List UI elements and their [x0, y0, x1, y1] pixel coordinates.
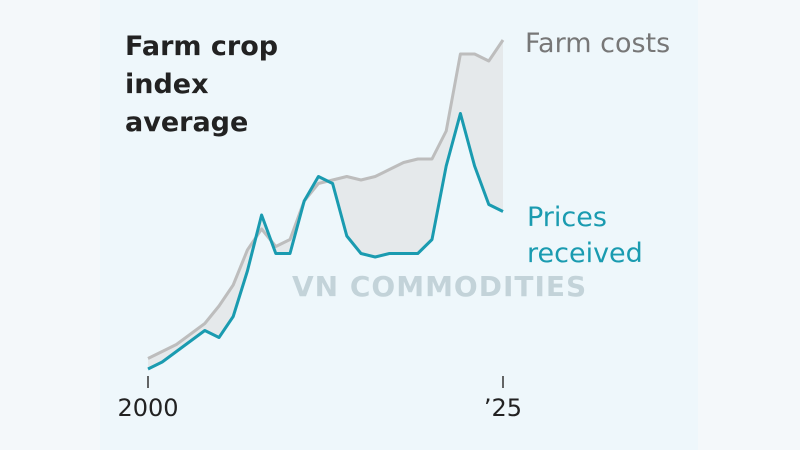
series-line — [147, 39, 505, 360]
series-line — [147, 112, 504, 371]
watermark: VN COMMODITIES — [292, 270, 588, 303]
band-fill — [148, 40, 503, 369]
chart-title: Farm crop index average — [125, 31, 279, 138]
series-label: Farm costs — [525, 28, 671, 59]
x-tick-label: ’25 — [484, 394, 522, 422]
series-label: Prices received — [527, 202, 643, 269]
x-tick-label: 2000 — [117, 394, 178, 422]
